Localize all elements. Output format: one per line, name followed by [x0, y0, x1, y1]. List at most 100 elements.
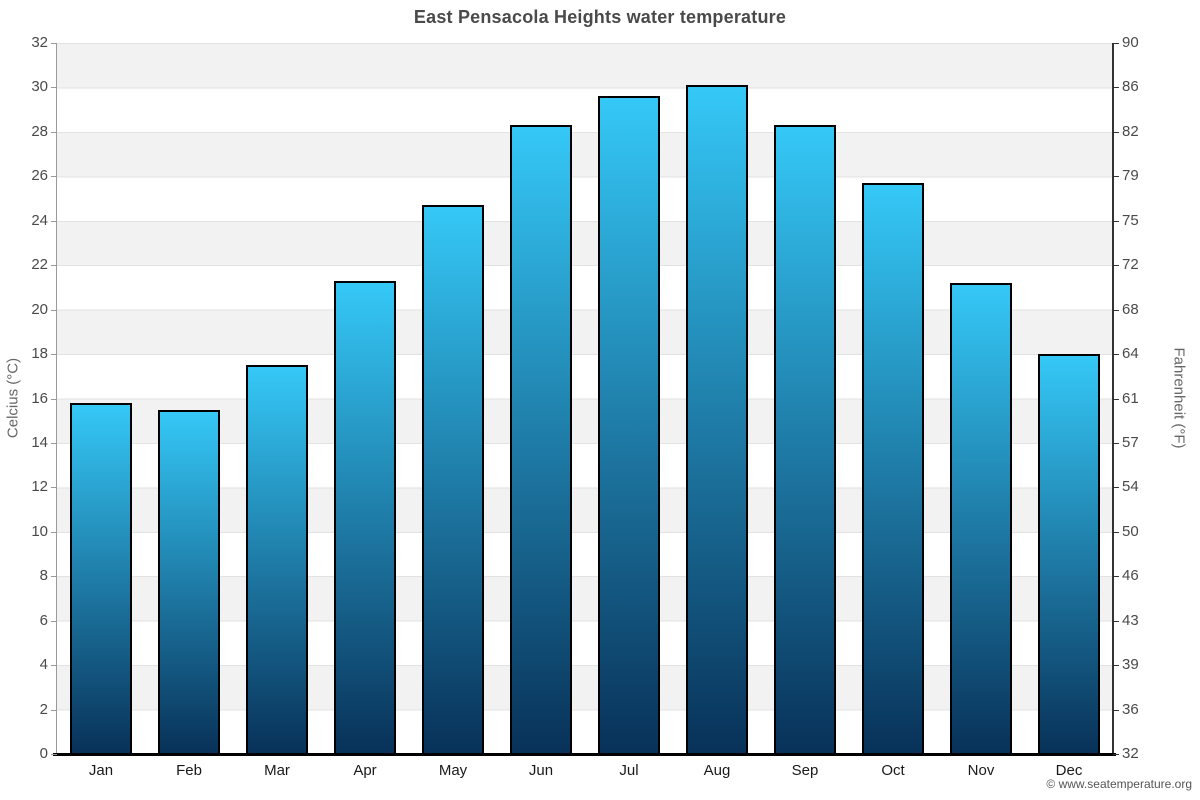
fahrenheit-tick-79: 79: [1122, 167, 1139, 185]
left-tickmark: [51, 221, 57, 222]
bar-aug[interactable]: [686, 85, 748, 754]
left-tickmark: [51, 710, 57, 711]
celsius-tick-30: 30: [31, 78, 48, 96]
left-tickmark: [51, 265, 57, 266]
left-tickmark: [51, 176, 57, 177]
chart-title: East Pensacola Heights water temperature: [413, 7, 787, 27]
right-tickmark: [1113, 487, 1119, 488]
fahrenheit-tick-43: 43: [1122, 611, 1139, 629]
right-tickmark: [1113, 532, 1119, 533]
right-tickmark: [1113, 176, 1119, 177]
celsius-tick-6: 6: [39, 611, 48, 629]
celsius-tick-10: 10: [31, 522, 48, 540]
right-tickmark: [1113, 132, 1119, 133]
fahrenheit-tick-46: 46: [1122, 567, 1139, 585]
bar-may[interactable]: [422, 205, 484, 754]
fahrenheit-tick-32: 32: [1122, 745, 1139, 762]
fahrenheit-tick-57: 57: [1122, 433, 1139, 451]
left-tickmark: [51, 576, 57, 577]
fahrenheit-tick-36: 36: [1122, 700, 1139, 718]
bar-jun[interactable]: [510, 125, 572, 754]
celsius-tick-26: 26: [31, 167, 48, 185]
left-tickmark: [51, 310, 57, 311]
left-tickmark: [51, 621, 57, 622]
left-tickmark: [51, 487, 57, 488]
fahrenheit-tick-68: 68: [1122, 300, 1139, 318]
fahrenheit-tick-86: 86: [1122, 78, 1139, 96]
left-tickmark: [51, 43, 57, 44]
left-tickmark: [51, 665, 57, 666]
celsius-tick-18: 18: [31, 345, 48, 363]
bar-sep[interactable]: [774, 125, 836, 754]
fahrenheit-tick-61: 61: [1122, 389, 1139, 407]
x-label-nov: Nov: [967, 762, 995, 779]
x-label-jan: Jan: [88, 762, 114, 779]
bar-jan[interactable]: [70, 402, 132, 754]
y-axis-left-line: [56, 43, 57, 754]
right-tickmark: [1113, 399, 1119, 400]
bar-apr[interactable]: [334, 280, 396, 754]
fahrenheit-tick-82: 82: [1122, 122, 1139, 140]
x-label-jun: Jun: [528, 762, 554, 779]
left-tickmark: [51, 443, 57, 444]
left-tickmark: [51, 532, 57, 533]
bar-oct[interactable]: [862, 182, 924, 754]
celsius-tick-20: 20: [31, 300, 48, 318]
fahrenheit-tick-54: 54: [1122, 478, 1139, 496]
x-label-jul: Jul: [619, 762, 639, 779]
right-tickmark: [1113, 221, 1119, 222]
celsius-tick-16: 16: [31, 389, 48, 407]
right-tickmark: [1113, 87, 1119, 88]
right-tickmark: [1113, 576, 1119, 577]
right-tickmark: [1113, 265, 1119, 266]
left-tickmark: [51, 132, 57, 133]
fahrenheit-tick-39: 39: [1122, 656, 1139, 674]
celsius-tick-22: 22: [31, 256, 48, 274]
fahrenheit-tick-72: 72: [1122, 256, 1139, 274]
y-axis-right-title: Fahrenheit (°F): [1170, 347, 1188, 449]
bar-feb[interactable]: [158, 409, 220, 754]
y-axis-left-title: Celcius (°C): [4, 357, 22, 439]
x-label-oct: Oct: [881, 762, 905, 779]
celsius-tick-24: 24: [31, 211, 48, 229]
right-tickmark: [1113, 43, 1119, 44]
right-tickmark: [1113, 354, 1119, 355]
plot-area: [57, 43, 1113, 754]
celsius-tick-12: 12: [31, 478, 48, 496]
y-axis-right-line: [1112, 43, 1114, 754]
right-tickmark: [1113, 310, 1119, 311]
x-axis-line: [53, 753, 1116, 756]
x-label-sep: Sep: [791, 762, 819, 779]
bar-nov[interactable]: [950, 282, 1012, 754]
celsius-tick-8: 8: [39, 567, 48, 585]
x-label-dec: Dec: [1055, 762, 1083, 779]
x-label-may: May: [438, 762, 468, 779]
fahrenheit-tick-75: 75: [1122, 211, 1139, 229]
left-tickmark: [51, 354, 57, 355]
x-label-apr: Apr: [353, 762, 377, 779]
left-tickmark: [51, 87, 57, 88]
left-tickmark: [51, 754, 57, 755]
right-tickmark: [1113, 665, 1119, 666]
bar-mar[interactable]: [246, 365, 308, 754]
celsius-tick-28: 28: [31, 122, 48, 140]
right-tickmark: [1113, 754, 1119, 755]
celsius-tick-32: 32: [31, 34, 48, 51]
celsius-tick-14: 14: [31, 433, 48, 451]
left-tickmark: [51, 399, 57, 400]
celsius-tick-0: 0: [39, 745, 48, 762]
celsius-tick-4: 4: [39, 656, 48, 674]
x-label-feb: Feb: [176, 762, 202, 779]
fahrenheit-tick-50: 50: [1122, 522, 1139, 540]
celsius-tick-2: 2: [39, 700, 48, 718]
right-tickmark: [1113, 621, 1119, 622]
fahrenheit-tick-90: 90: [1122, 34, 1139, 51]
bar-jul[interactable]: [598, 96, 660, 754]
fahrenheit-tick-64: 64: [1122, 345, 1139, 363]
right-tickmark: [1113, 710, 1119, 711]
bar-dec[interactable]: [1038, 354, 1100, 754]
right-tickmark: [1113, 443, 1119, 444]
x-label-mar: Mar: [264, 762, 290, 779]
footer-credit-link[interactable]: © www.seatemperature.org: [1046, 777, 1192, 791]
